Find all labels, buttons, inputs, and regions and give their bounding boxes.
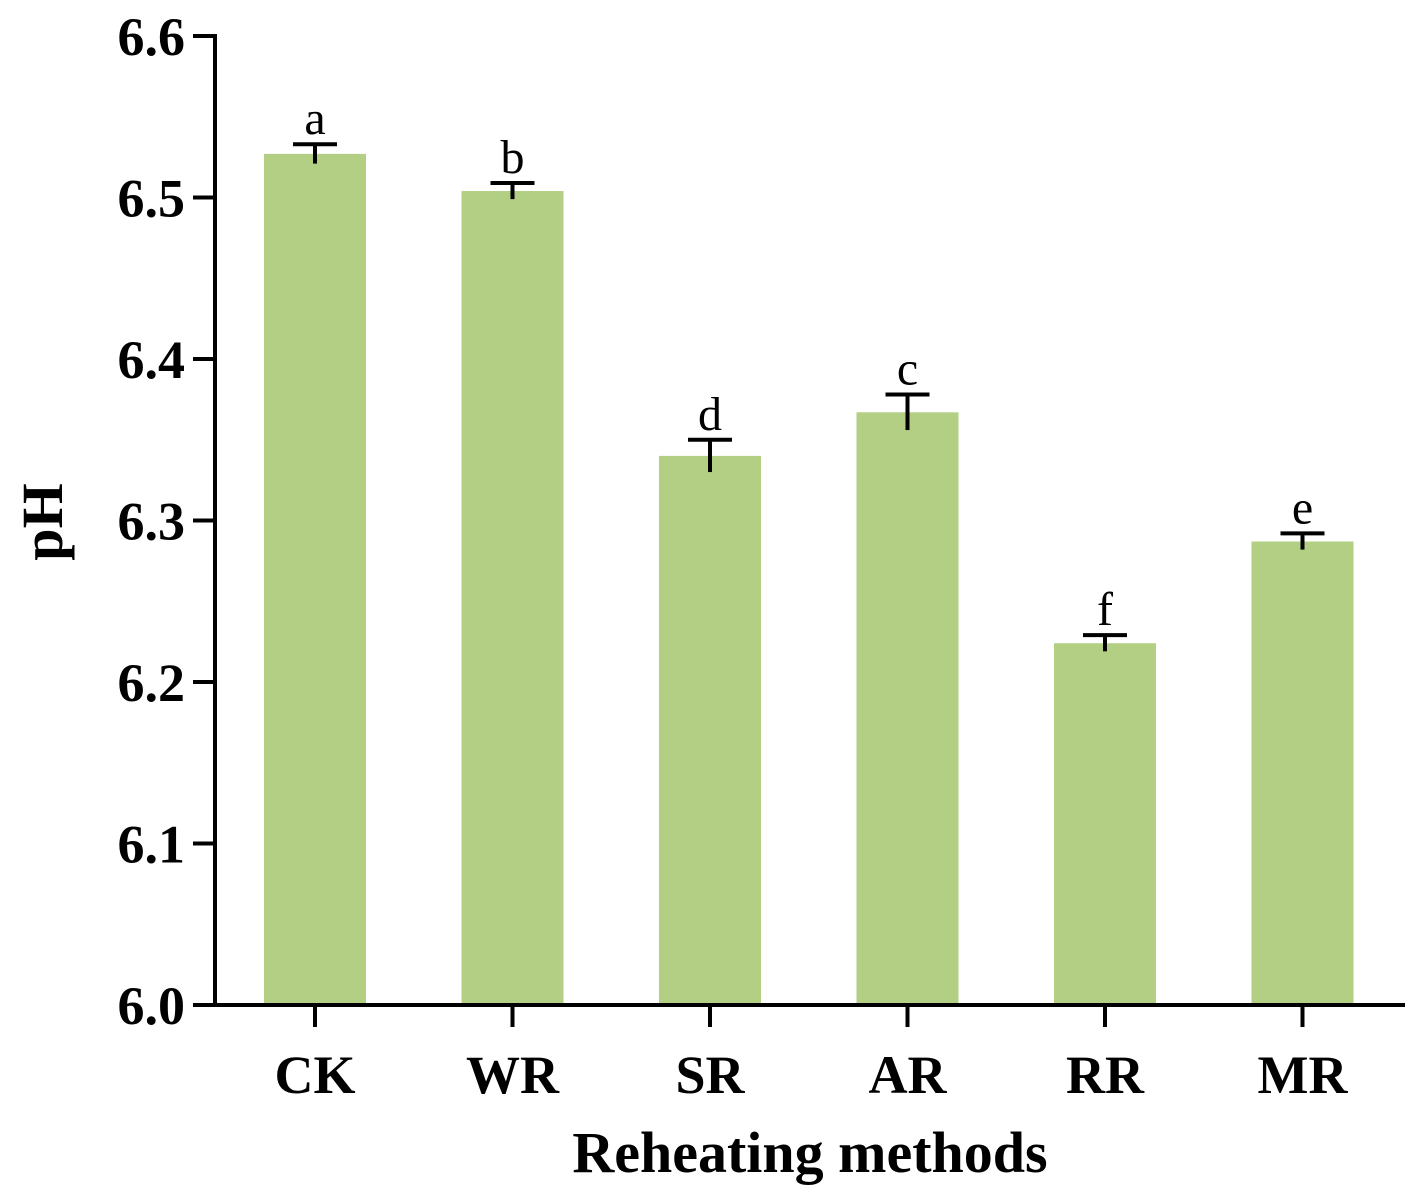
x-tick-label-mr: MR [1258, 1045, 1349, 1105]
x-tick-label-ar: AR [869, 1045, 948, 1105]
significance-letters-layer: a b d c f e [304, 92, 1313, 636]
bar-ck [264, 153, 366, 1005]
bar-wr [461, 191, 564, 1006]
bar-rr [1054, 643, 1156, 1005]
x-tick-label-wr: WR [466, 1045, 560, 1105]
significance-letter-ck: a [304, 92, 325, 145]
bars-layer [264, 153, 1354, 1006]
significance-letter-ar: c [897, 343, 918, 396]
y-tick-label: 6.2 [118, 653, 186, 713]
significance-letter-mr: e [1292, 481, 1313, 534]
significance-letter-rr: f [1097, 583, 1113, 636]
y-tick-label: 6.4 [118, 330, 186, 390]
y-tick-label: 6.0 [118, 976, 186, 1036]
significance-letter-wr: b [501, 131, 525, 184]
y-tick-label: 6.6 [118, 7, 186, 67]
y-tick-label: 6.1 [118, 815, 186, 875]
y-axis-ticks: 6.0 6.1 6.2 6.3 6.4 6.5 6.6 [118, 7, 215, 1036]
x-axis-ticks: CK WR SR AR RR MR [275, 1005, 1349, 1105]
bar-sr [659, 455, 761, 1005]
x-tick-label-sr: SR [675, 1045, 745, 1105]
x-tick-label-rr: RR [1066, 1045, 1145, 1105]
x-tick-label-ck: CK [275, 1045, 356, 1105]
x-axis-title: Reheating methods [572, 1120, 1047, 1185]
bar-ar [856, 412, 959, 1005]
y-axis-title: pH [10, 483, 75, 560]
y-tick-label: 6.3 [118, 492, 186, 552]
significance-letter-sr: d [698, 388, 722, 441]
error-bars-layer [293, 142, 1325, 652]
y-tick-label: 6.5 [118, 169, 186, 229]
bar-mr [1251, 541, 1354, 1005]
